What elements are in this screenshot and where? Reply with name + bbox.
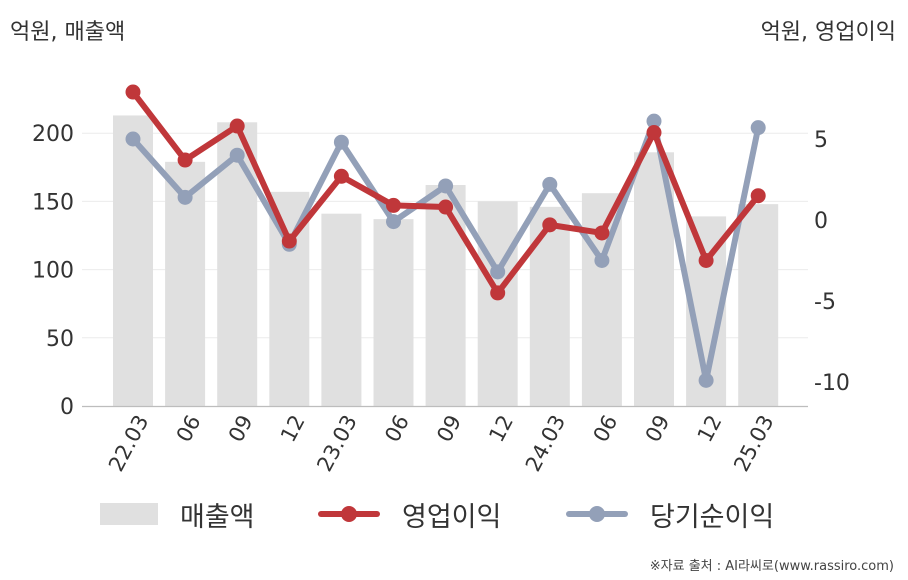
legend-label-net-income: 당기순이익 <box>650 501 775 533</box>
bar-revenue <box>425 185 466 406</box>
point-net-income <box>750 120 766 136</box>
point-operating-profit <box>542 217 558 233</box>
legend-item-revenue: 매출액 <box>100 494 255 534</box>
x-tick-label: 09 <box>641 411 675 446</box>
legend-swatch-operating-profit <box>318 503 380 525</box>
x-tick-label: 24.03 <box>521 411 570 475</box>
left-tick-label: 100 <box>32 259 74 284</box>
point-operating-profit <box>438 199 454 215</box>
point-operating-profit <box>646 125 662 141</box>
bar-revenue <box>373 219 414 406</box>
left-tick-label: 150 <box>32 190 74 215</box>
point-net-income <box>542 176 558 192</box>
point-operating-profit <box>281 233 297 249</box>
legend-swatch-revenue <box>100 503 158 525</box>
legend-item-operating-profit: 영업이익 <box>318 494 501 534</box>
bar-revenue <box>321 213 362 406</box>
point-net-income <box>229 147 245 163</box>
point-net-income <box>646 113 662 129</box>
bar-revenue <box>529 206 570 406</box>
left-axis-unit: 억원, 매출액 <box>10 20 126 45</box>
point-operating-profit <box>490 285 506 301</box>
bar-revenue <box>738 204 779 406</box>
point-net-income <box>698 372 714 388</box>
point-operating-profit <box>386 197 401 213</box>
x-tick-label: 09 <box>224 411 258 446</box>
x-tick-label: 09 <box>432 411 466 446</box>
legend: 매출액 영업이익 당기순이익 <box>0 494 908 534</box>
legend-label-operating-profit: 영업이익 <box>402 501 502 533</box>
x-tick-label: 12 <box>693 411 727 446</box>
x-tick-label: 06 <box>172 411 206 446</box>
legend-label-revenue: 매출액 <box>180 501 255 533</box>
x-tick-label: 06 <box>589 411 623 446</box>
point-operating-profit <box>177 152 193 168</box>
point-net-income <box>333 134 349 150</box>
point-net-income <box>177 189 193 205</box>
left-tick-label: 0 <box>60 395 74 420</box>
x-tick-label: 12 <box>276 411 310 446</box>
legend-item-net-income: 당기순이익 <box>566 494 774 534</box>
point-operating-profit <box>750 188 766 204</box>
right-tick-label: 5 <box>814 128 828 153</box>
left-tick-label: 50 <box>46 327 74 352</box>
right-axis-unit: 억원, 영업이익 <box>760 20 896 45</box>
point-operating-profit <box>229 118 245 134</box>
point-net-income <box>125 131 141 147</box>
x-tick-label: 25.03 <box>729 411 778 475</box>
x-tick-label: 23.03 <box>312 411 361 475</box>
right-tick-label: -5 <box>814 290 836 315</box>
bar-revenue <box>113 115 153 406</box>
point-net-income <box>386 214 401 230</box>
point-operating-profit <box>333 168 349 184</box>
x-tick-label: 06 <box>380 411 414 446</box>
point-net-income <box>438 178 454 194</box>
right-tick-label: 0 <box>814 209 828 234</box>
bar-revenue <box>477 201 518 406</box>
right-tick-label: -10 <box>814 371 850 396</box>
point-net-income <box>594 253 610 268</box>
legend-swatch-net-income <box>566 503 628 525</box>
left-tick-label: 200 <box>32 122 74 147</box>
profit-lines <box>125 84 766 388</box>
x-tick-label: 22.03 <box>104 411 153 475</box>
x-tick-label: 12 <box>484 411 518 446</box>
point-net-income <box>490 264 506 280</box>
point-operating-profit <box>698 253 714 268</box>
source-credit: ※자료 출처 : AI라씨로(www.rassiro.com) <box>649 559 894 574</box>
point-operating-profit <box>125 84 141 100</box>
point-operating-profit <box>594 225 610 241</box>
revenue-bars <box>113 115 779 407</box>
